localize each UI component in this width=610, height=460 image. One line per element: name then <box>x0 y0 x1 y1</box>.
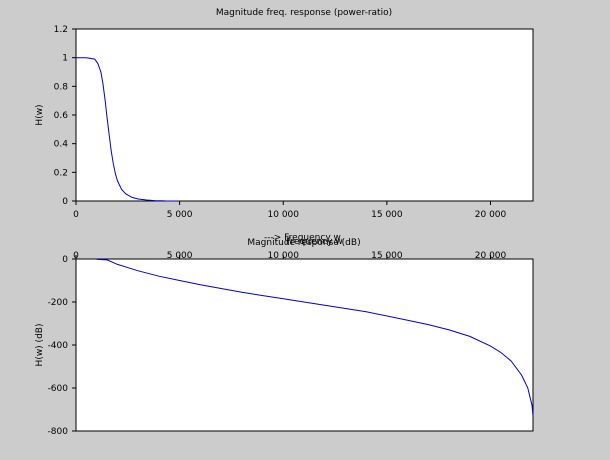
y-tick-label: -600 <box>48 384 69 394</box>
chart-db-response: Magnitude response (dB) 0 5 000 10 000 15 0… <box>35 237 534 437</box>
plot-area <box>75 258 534 432</box>
y-tick-label: 0.4 <box>54 140 69 150</box>
y-tick-label: 0.6 <box>54 111 69 121</box>
x-tick-label: 0 <box>73 210 79 220</box>
x-tick-label: 15 000 <box>371 210 403 220</box>
y-tick-label: 1 <box>62 54 68 64</box>
y-axis: 0 -200 -400 -600 -800 <box>48 255 76 437</box>
y-tick-label: 1.2 <box>54 25 68 35</box>
x-tick-label: 10 000 <box>268 210 300 220</box>
series-line <box>96 258 534 416</box>
chart-title: Magnitude response (dB) <box>247 238 360 248</box>
x-axis-label: Frequency w <box>286 237 343 247</box>
y-tick-label: 0.2 <box>54 168 68 178</box>
x-axis: 0 5 000 10 000 15 000 20 000 <box>73 251 506 261</box>
y-axis-label: H(w) <box>35 104 45 125</box>
y-axis: 0 0.2 0.4 0.6 0.8 1 1.2 <box>54 25 76 207</box>
y-tick-label: 0.8 <box>54 82 69 92</box>
x-tick-label: 15 000 <box>371 251 403 261</box>
chart-title: Magnitude freq. response (power-ratio) <box>216 8 392 18</box>
plot-area <box>75 28 534 202</box>
x-tick-label: 0 <box>73 251 79 261</box>
chart-power-ratio: Magnitude freq. response (power-ratio) 0… <box>35 8 534 243</box>
y-axis-label: H(w) (dB) <box>35 324 45 367</box>
x-tick-label: 20 000 <box>475 251 507 261</box>
series-line <box>76 57 180 202</box>
y-tick-label: 0 <box>62 197 68 207</box>
x-tick-label: 10 000 <box>268 251 300 261</box>
x-tick-label: 20 000 <box>475 210 507 220</box>
y-tick-label: -200 <box>48 298 69 308</box>
x-axis: 0 5 000 10 000 15 000 20 000 <box>73 201 507 220</box>
x-tick-label: 5 000 <box>167 210 193 220</box>
y-tick-label: -400 <box>48 341 69 351</box>
x-axis-label: ---> Frequency w <box>264 233 341 243</box>
y-tick-label: -800 <box>48 427 69 437</box>
y-tick-label: 0 <box>62 255 68 265</box>
x-tick-label: 5 000 <box>167 251 193 261</box>
